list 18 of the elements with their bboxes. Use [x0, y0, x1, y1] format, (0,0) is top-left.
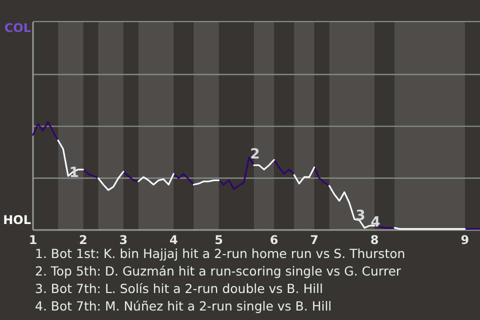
x-tick-label: 6 — [270, 233, 278, 247]
x-tick-label: 7 — [310, 233, 318, 247]
x-tick-label: 5 — [214, 233, 224, 247]
x-tick-label: 9 — [460, 233, 470, 247]
x-tick-label: 2 — [79, 233, 88, 247]
text: 4. Bot 7th: M. Núñez hit a 2-run single vs B. Hill — [35, 298, 332, 314]
text: HOL — [3, 213, 32, 227]
annotation: 3 — [356, 208, 366, 224]
x-tick-label: 4 — [169, 233, 178, 247]
text: 2. Top 5th: D. Guzmán hit a run-scoring single vs G. Currer — [35, 264, 402, 278]
x-tick-label: 3 — [119, 233, 128, 247]
annotation: 4 — [370, 214, 381, 231]
text: COL — [4, 21, 32, 35]
text: 1. Bot 1st: K. bin Hajjaj hit a 2-run home run vs S. Thurston — [35, 246, 406, 261]
text: 3. Bot 7th: L. Solís hit a 2-run double vs B. Hill — [35, 281, 324, 296]
x-tick-label: 1 — [28, 233, 38, 247]
x-tick-label: 8 — [370, 233, 379, 247]
annotation: 2 — [250, 146, 260, 163]
